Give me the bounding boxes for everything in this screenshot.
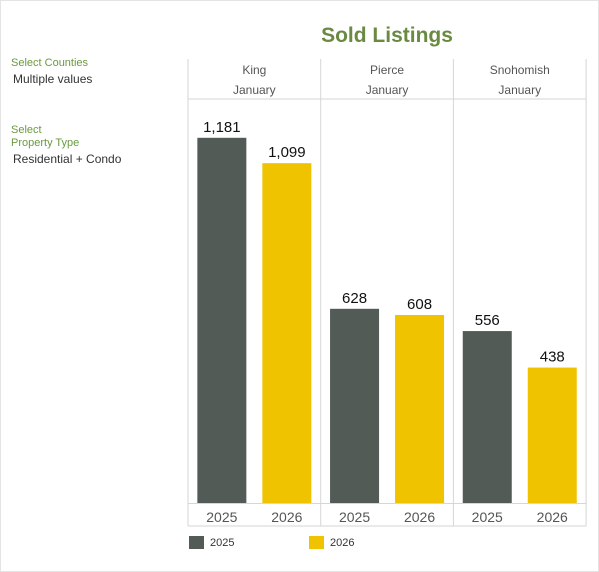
property-type-filter-value[interactable]: Residential + Condo — [13, 152, 122, 166]
x-tick-label-king-2025: 2025 — [206, 509, 237, 525]
data-label-king-2025: 1,181 — [203, 119, 241, 136]
bar-king-2025[interactable] — [197, 137, 247, 503]
panel-header-month-pierce: January — [366, 83, 409, 97]
x-tick-label-king-2026: 2026 — [271, 509, 302, 525]
bar-pierce-2025[interactable] — [330, 308, 380, 503]
x-tick-label-snohomish-2025: 2025 — [472, 509, 503, 525]
panel-header-county-king: King — [242, 63, 266, 77]
legend-swatch-2025 — [189, 536, 204, 549]
property-type-filter-label: Select Property Type — [11, 124, 80, 149]
filter-panel: Select Counties Multiple values Select P… — [11, 57, 181, 204]
panel-header-county-snohomish: Snohomish — [490, 63, 550, 77]
county-filter-label: Select Counties — [11, 57, 89, 69]
legend-swatch-2026 — [309, 536, 324, 549]
data-label-snohomish-2026: 438 — [540, 349, 565, 366]
data-label-king-2026: 1,099 — [268, 144, 306, 161]
x-tick-label-snohomish-2026: 2026 — [537, 509, 568, 525]
bar-snohomish-2026[interactable] — [527, 367, 577, 503]
legend-item-2026[interactable]: 2026 — [309, 536, 354, 549]
legend-label-2025: 2025 — [210, 536, 235, 549]
x-tick-label-pierce-2025: 2025 — [339, 509, 370, 525]
panel-header-county-pierce: Pierce — [370, 63, 404, 77]
data-label-pierce-2025: 628 — [342, 290, 367, 307]
bar-snohomish-2025[interactable] — [462, 331, 512, 503]
data-label-snohomish-2025: 556 — [475, 312, 500, 329]
chart-title: Sold Listings — [321, 24, 453, 47]
data-label-pierce-2026: 608 — [407, 296, 432, 313]
legend: 2025 2026 — [0, 536, 599, 554]
county-filter[interactable]: Select Counties Multiple values — [11, 57, 181, 87]
x-tick-label-pierce-2026: 2026 — [404, 509, 435, 525]
legend-item-2025[interactable]: 2025 — [189, 536, 234, 549]
county-filter-value[interactable]: Multiple values — [13, 72, 93, 86]
panel-header-month-snohomish: January — [498, 83, 541, 97]
property-type-filter[interactable]: Select Property Type Residential + Condo — [11, 124, 181, 167]
legend-label-2026: 2026 — [330, 536, 355, 549]
bar-pierce-2026[interactable] — [395, 314, 445, 503]
panel-header-month-king: January — [233, 83, 276, 97]
bar-king-2026[interactable] — [262, 163, 312, 503]
